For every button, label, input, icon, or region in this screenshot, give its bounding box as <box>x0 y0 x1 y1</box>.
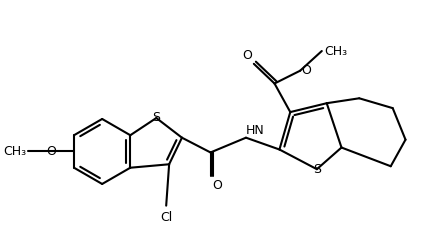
Text: S: S <box>152 111 160 124</box>
Text: S: S <box>312 163 320 176</box>
Text: CH₃: CH₃ <box>3 145 26 158</box>
Text: O: O <box>46 145 56 158</box>
Text: O: O <box>241 49 251 62</box>
Text: O: O <box>300 64 310 77</box>
Text: HN: HN <box>245 124 264 137</box>
Text: Cl: Cl <box>160 211 172 223</box>
Text: O: O <box>212 179 222 192</box>
Text: CH₃: CH₃ <box>323 44 346 58</box>
